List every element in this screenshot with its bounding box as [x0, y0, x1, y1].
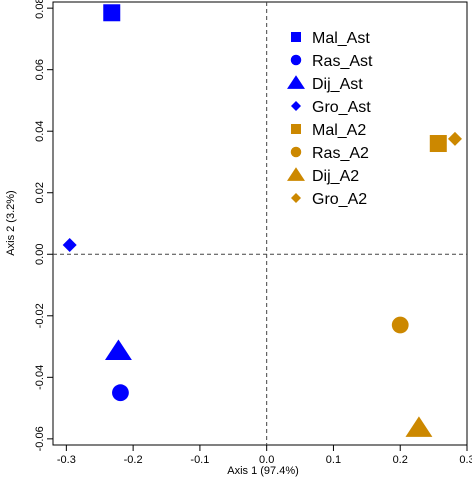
y-tick-label: 0.02 — [34, 182, 46, 203]
legend-label: Mal_Ast — [312, 30, 370, 47]
legend-label: Ras_Ast — [312, 53, 373, 70]
y-tick-label: 0.08 — [34, 0, 46, 19]
legend-label: Gro_Ast — [312, 99, 371, 116]
legend-label: Ras_A2 — [312, 145, 369, 162]
legend-marker-dij-a2 — [287, 167, 305, 181]
legend-marker-mal-ast — [291, 32, 301, 42]
x-tick-label: -0.1 — [190, 454, 209, 466]
legend-marker-mal-a2 — [291, 124, 301, 134]
y-tick-label: -0.02 — [34, 303, 46, 328]
x-tick-label: 0.3 — [459, 454, 472, 466]
point-dij-a2 — [405, 416, 433, 437]
x-tick-label: -0.2 — [124, 454, 143, 466]
point-gro-ast — [62, 238, 77, 253]
legend-marker-ras-ast — [290, 54, 302, 66]
point-mal-ast — [103, 4, 121, 22]
data-points — [62, 4, 462, 437]
legend-marker-dij-ast — [287, 75, 305, 89]
legend-label: Dij_Ast — [312, 76, 363, 93]
legend-label: Gro_A2 — [312, 191, 367, 208]
axes: -0.3 -0.2 -0.1 0.0 0.1 0.2 0.3 -0.06 -0.04 -0.02 0… — [34, 0, 472, 466]
x-tick-label: 0.0 — [259, 454, 274, 466]
point-dij-ast — [104, 339, 132, 360]
x-tick-label: 0.2 — [393, 454, 408, 466]
reference-lines — [53, 2, 467, 445]
point-ras-a2 — [391, 316, 409, 334]
y-tick-label: -0.06 — [34, 426, 46, 451]
point-mal-a2 — [429, 135, 447, 153]
legend-marker-ras-a2 — [290, 146, 302, 158]
x-axis-title: Axis 1 (97.4%) — [227, 465, 299, 477]
legend-label: Mal_A2 — [312, 122, 366, 139]
legend-label: Dij_A2 — [312, 168, 359, 185]
x-tick-label: -0.3 — [57, 454, 76, 466]
y-tick-label: 0.00 — [34, 244, 46, 265]
plot-frame — [52, 1, 468, 446]
y-axis-title: Axis 2 (3.2%) — [5, 190, 17, 255]
point-gro-a2 — [447, 131, 462, 146]
legend-marker-gro-a2 — [291, 193, 301, 203]
legend-marker-gro-ast — [291, 101, 301, 111]
point-ras-ast — [112, 384, 129, 402]
x-tick-label: 0.1 — [326, 454, 341, 466]
y-tick-label: -0.04 — [34, 365, 46, 390]
y-tick-label: 0.06 — [34, 59, 46, 80]
legend: Mal_Ast Ras_Ast Dij_Ast Gro_Ast Mal_A2 Ras_A2… — [287, 30, 373, 208]
y-tick-label: 0.04 — [34, 120, 46, 141]
